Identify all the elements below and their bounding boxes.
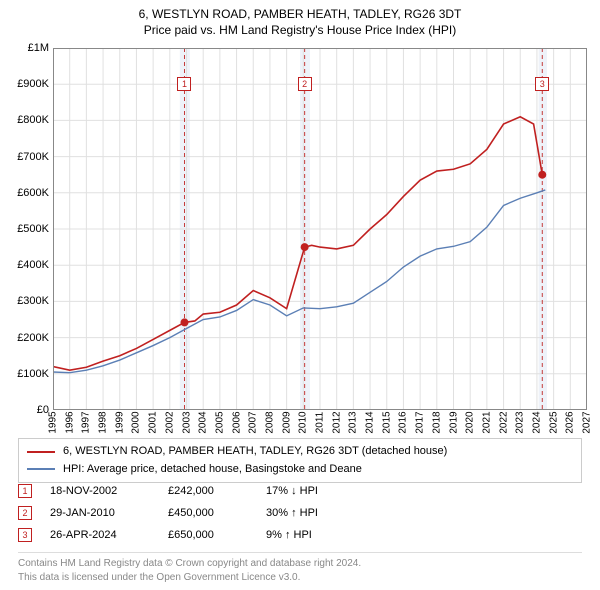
sale-pct: 30% ↑ HPI (266, 507, 346, 519)
footer-line1: Contains HM Land Registry data © Crown c… (18, 557, 582, 571)
chart-marker-3: 3 (535, 77, 549, 91)
chart-title-line2: Price paid vs. HM Land Registry's House … (0, 23, 600, 37)
sale-row: 3 26-APR-2024 £650,000 9% ↑ HPI (18, 524, 582, 546)
sale-date: 26-APR-2024 (50, 529, 150, 541)
chart-marker-2: 2 (298, 77, 312, 91)
x-tick-label: 2026 (565, 411, 576, 433)
sale-date: 29-JAN-2010 (50, 507, 150, 519)
x-tick-label: 2009 (281, 411, 292, 433)
y-tick-label: £700K (5, 151, 49, 163)
x-tick-label: 2002 (164, 411, 175, 433)
x-tick-label: 2013 (348, 411, 359, 433)
chart-marker-1: 1 (177, 77, 191, 91)
x-tick-label: 2016 (398, 411, 409, 433)
x-tick-label: 2018 (431, 411, 442, 433)
x-tick-label: 1995 (48, 411, 59, 433)
sale-pct: 9% ↑ HPI (266, 529, 346, 541)
x-tick-label: 2019 (448, 411, 459, 433)
x-tick-label: 2006 (231, 411, 242, 433)
sale-marker-2: 2 (18, 506, 32, 520)
y-tick-label: £900K (5, 78, 49, 90)
x-tick-label: 2003 (181, 411, 192, 433)
x-tick-label: 2020 (465, 411, 476, 433)
y-tick-label: £200K (5, 332, 49, 344)
x-tick-label: 2024 (531, 411, 542, 433)
y-tick-label: £600K (5, 187, 49, 199)
x-tick-label: 1996 (64, 411, 75, 433)
x-tick-label: 2014 (365, 411, 376, 433)
legend: 6, WESTLYN ROAD, PAMBER HEATH, TADLEY, R… (18, 438, 582, 483)
x-tick-label: 2005 (214, 411, 225, 433)
y-tick-label: £0 (5, 404, 49, 416)
sale-price: £242,000 (168, 485, 248, 497)
chart-title-line1: 6, WESTLYN ROAD, PAMBER HEATH, TADLEY, R… (0, 0, 600, 23)
sale-date: 18-NOV-2002 (50, 485, 150, 497)
x-tick-label: 2010 (298, 411, 309, 433)
sales-table: 1 18-NOV-2002 £242,000 17% ↓ HPI 2 29-JAN-201… (18, 480, 582, 546)
sale-marker-1: 1 (18, 484, 32, 498)
x-tick-label: 1997 (81, 411, 92, 433)
legend-row-property: 6, WESTLYN ROAD, PAMBER HEATH, TADLEY, R… (27, 443, 573, 461)
legend-row-hpi: HPI: Average price, detached house, Basi… (27, 461, 573, 479)
x-tick-label: 2011 (315, 412, 326, 434)
x-tick-label: 2022 (498, 411, 509, 433)
legend-label: 6, WESTLYN ROAD, PAMBER HEATH, TADLEY, R… (63, 443, 447, 461)
sale-pct: 17% ↓ HPI (266, 485, 346, 497)
sale-row: 2 29-JAN-2010 £450,000 30% ↑ HPI (18, 502, 582, 524)
y-tick-label: £500K (5, 223, 49, 235)
y-tick-label: £100K (5, 368, 49, 380)
x-tick-label: 1998 (98, 411, 109, 433)
y-tick-label: £1M (5, 42, 49, 54)
x-tick-label: 2004 (198, 411, 209, 433)
sale-marker-3: 3 (18, 528, 32, 542)
x-tick-label: 2007 (248, 411, 259, 433)
chart-area: £0£100K£200K£300K£400K£500K£600K£700K£80… (53, 48, 587, 410)
x-tick-label: 2000 (131, 411, 142, 433)
x-tick-label: 2021 (481, 411, 492, 433)
y-tick-label: £300K (5, 295, 49, 307)
footer-line2: This data is licensed under the Open Gov… (18, 571, 582, 585)
x-tick-label: 2012 (331, 411, 342, 433)
sale-row: 1 18-NOV-2002 £242,000 17% ↓ HPI (18, 480, 582, 502)
x-tick-label: 2008 (264, 411, 275, 433)
line-chart (53, 48, 587, 410)
footer: Contains HM Land Registry data © Crown c… (18, 552, 582, 585)
x-tick-label: 2017 (415, 411, 426, 433)
x-tick-label: 2023 (515, 411, 526, 433)
sale-price: £650,000 (168, 529, 248, 541)
legend-swatch-hpi (27, 468, 55, 470)
x-tick-label: 2025 (548, 411, 559, 433)
legend-label: HPI: Average price, detached house, Basi… (63, 461, 362, 479)
sale-price: £450,000 (168, 507, 248, 519)
legend-swatch-property (27, 451, 55, 453)
x-tick-label: 2001 (148, 411, 159, 433)
x-tick-label: 2027 (582, 411, 593, 433)
y-tick-label: £400K (5, 259, 49, 271)
x-tick-label: 1999 (114, 411, 125, 433)
x-tick-label: 2015 (381, 411, 392, 433)
y-tick-label: £800K (5, 114, 49, 126)
